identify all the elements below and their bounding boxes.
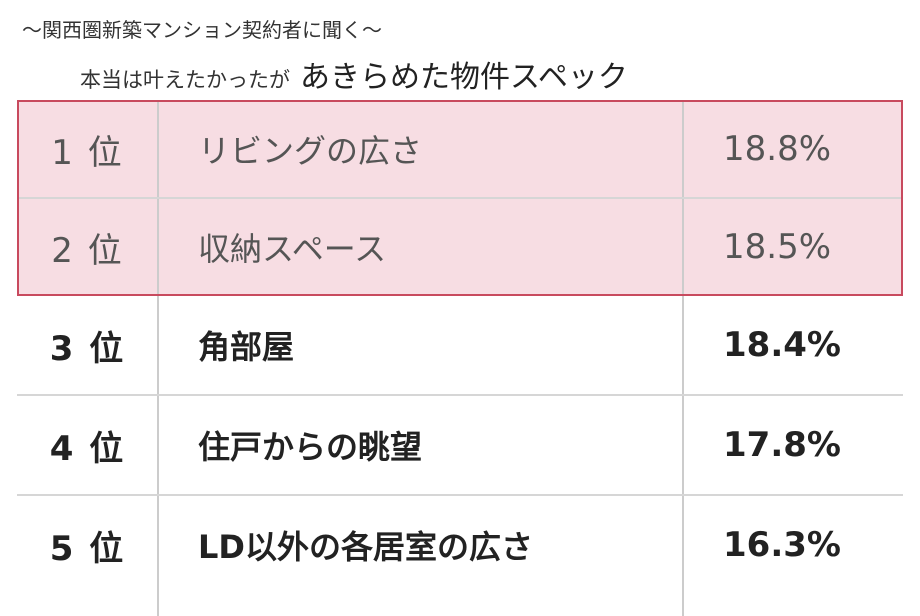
title-main: あきらめた物件スペック: [300, 60, 628, 95]
column-divider: [682, 100, 684, 616]
table-row: 1 位 リビングの広さ 18.8%: [17, 100, 903, 198]
percent-cell: 17.8%: [723, 425, 841, 465]
heading: 〜関西圏新築マンション契約者に聞く〜 本当は叶えたかったが あきらめた物件スペック: [0, 0, 920, 100]
table-row: 2 位 収納スペース 18.5%: [17, 198, 903, 296]
item-cell: LD以外の各居室の広さ: [198, 528, 533, 566]
rank-cell: 1 位: [51, 132, 124, 173]
table-row: 5 位 LD以外の各居室の広さ 16.3%: [17, 496, 903, 594]
percent-cell: 18.4%: [723, 325, 841, 365]
item-cell: 収納スペース: [198, 230, 387, 268]
rank-cell: 5 位: [49, 528, 126, 569]
percent-cell: 18.5%: [723, 227, 832, 267]
row-divider: [17, 494, 903, 496]
row-divider: [17, 394, 903, 396]
column-divider: [157, 100, 159, 616]
percent-cell: 16.3%: [723, 525, 841, 565]
table-row: 3 位 角部屋 18.4%: [17, 296, 903, 394]
rank-cell: 3 位: [49, 328, 126, 369]
item-cell: リビングの広さ: [198, 132, 423, 170]
ranking-table: 1 位 リビングの広さ 18.8% 2 位 収納スペース 18.5% 3 位 角…: [17, 100, 903, 616]
page-title: 本当は叶えたかったが あきらめた物件スペック: [80, 52, 628, 96]
percent-cell: 18.8%: [723, 129, 832, 169]
title-lead: 本当は叶えたかったが: [80, 68, 290, 92]
rank-cell: 4 位: [49, 428, 126, 469]
item-cell: 住戸からの眺望: [198, 428, 423, 466]
row-divider: [17, 197, 903, 199]
rank-cell: 2 位: [51, 230, 124, 271]
survey-subtitle: 〜関西圏新築マンション契約者に聞く〜: [22, 18, 382, 42]
item-cell: 角部屋: [198, 328, 295, 366]
table-row: 4 位 住戸からの眺望 17.8%: [17, 396, 903, 494]
